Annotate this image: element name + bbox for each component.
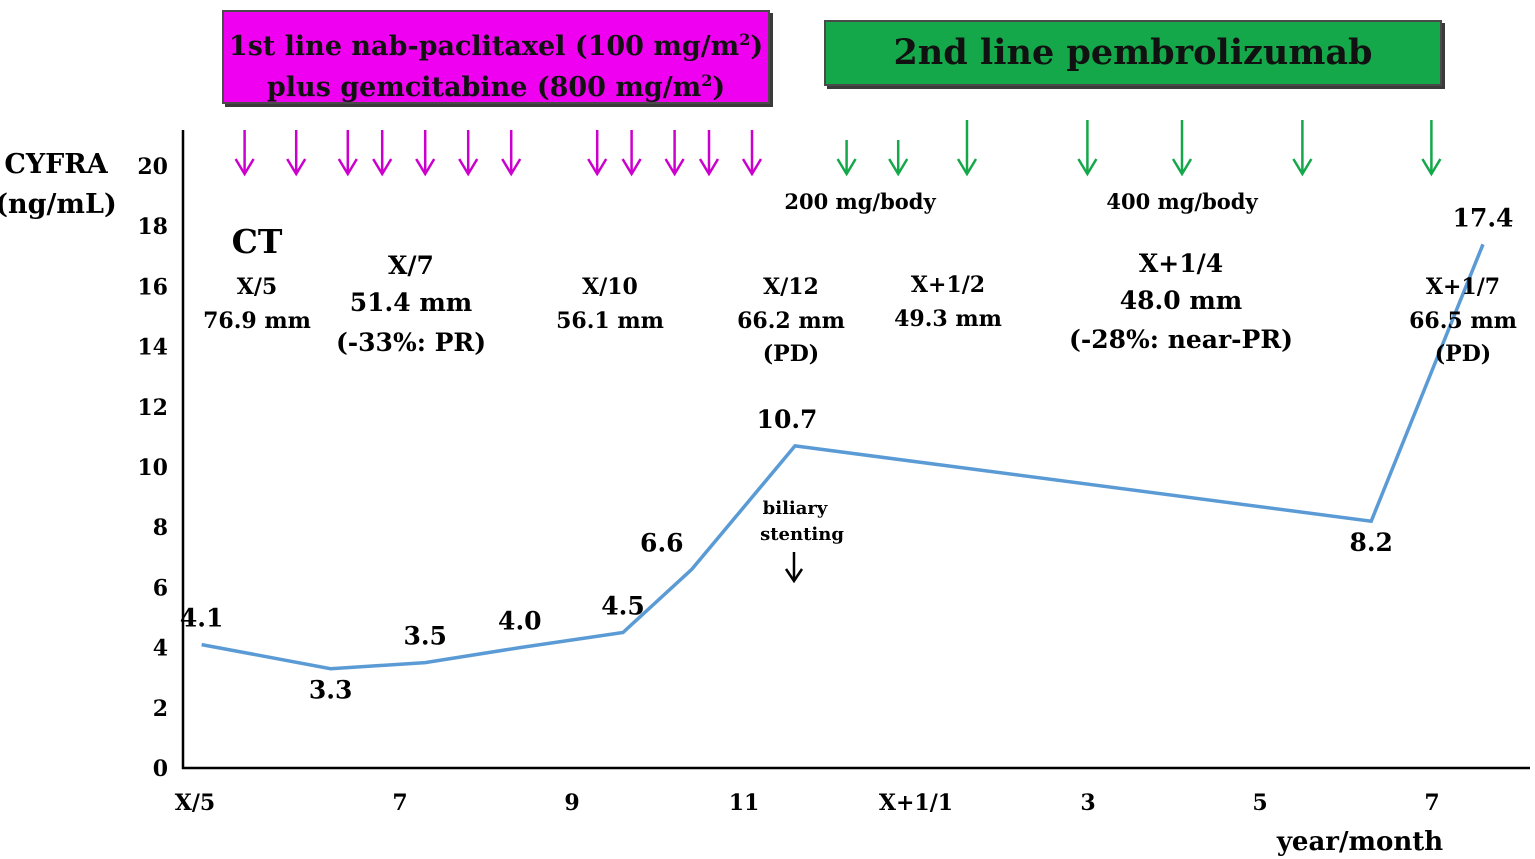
- x-tick-label: 9: [564, 790, 579, 816]
- y-tick-label: 20: [137, 154, 168, 180]
- ct-note: (PD): [763, 341, 819, 367]
- data-label: 4.1: [180, 604, 224, 633]
- ct-item-x1-7: X+1/7 66.5 mm (PD): [1409, 274, 1517, 367]
- x-tick-label: 7: [1424, 790, 1439, 816]
- dose-label-200: 200 mg/body: [784, 189, 936, 214]
- green-dose-arrow-icon-head: [1077, 158, 1098, 177]
- ct-date: X+1/4: [1139, 249, 1223, 278]
- x-tick-label: 5: [1252, 790, 1267, 816]
- ct-size: 48.0 mm: [1120, 286, 1243, 315]
- ct-item-x7: X/7 51.4 mm (-33%: PR): [336, 251, 486, 357]
- magenta-dose-arrow-icon-head: [587, 158, 608, 177]
- first-line-therapy-banner: 1st line nab-paclitaxel (100 mg/m2) plus…: [222, 10, 770, 104]
- ct-date: X/5: [237, 274, 277, 300]
- ct-date: X+1/7: [1426, 274, 1500, 300]
- ct-size: 66.2 mm: [737, 308, 845, 334]
- data-label: 4.0: [498, 607, 542, 636]
- magenta-dose-arrow-icon-head: [372, 158, 393, 177]
- y-tick-label: 16: [137, 274, 168, 300]
- second-line-therapy-banner: 2nd line pembrolizumab: [824, 20, 1442, 86]
- ct-size: 56.1 mm: [556, 308, 664, 334]
- y-tick-label: 8: [153, 515, 168, 541]
- axes: [181, 130, 1530, 770]
- ct-note: (-33%: PR): [336, 328, 486, 357]
- ct-size: 51.4 mm: [350, 288, 473, 317]
- magenta-dose-arrow-icon-head: [415, 158, 436, 177]
- magenta-dose-arrow-icon-head: [698, 158, 720, 177]
- dose-arrows: [234, 120, 1442, 177]
- data-label: 6.6: [640, 528, 684, 557]
- magenta-dose-arrow-icon-head: [741, 158, 763, 177]
- green-dose-arrow-icon-head: [1421, 158, 1442, 177]
- green-dose-arrow-icon-head: [888, 158, 909, 177]
- y-tick-label: 4: [153, 636, 168, 662]
- first-line-text-1: 1st line nab-paclitaxel (100 mg/m2): [228, 30, 764, 62]
- y-ticks: 0 2 4 6 8 10 12 14 16 18 20: [137, 154, 168, 782]
- x-tick-label: 3: [1080, 790, 1095, 816]
- y-tick-label: 6: [153, 575, 168, 601]
- data-label: 17.4: [1453, 203, 1514, 232]
- y-tick-label: 2: [153, 696, 168, 722]
- second-line-text: 2nd line pembrolizumab: [893, 32, 1373, 73]
- ct-note: (-28%: near-PR): [1069, 325, 1293, 354]
- y-tick-label: 0: [153, 756, 168, 782]
- data-label: 4.5: [601, 592, 645, 621]
- data-label: 3.3: [309, 676, 353, 705]
- y-tick-label: 14: [137, 335, 168, 361]
- ct-item-x5: X/5 76.9 mm: [203, 274, 311, 334]
- data-label: 3.5: [403, 622, 447, 651]
- green-dose-arrow-icon-head: [836, 158, 857, 177]
- data-labels: 4.1 3.3 3.5 4.0 4.5 6.6 10.7 8.2 17.4: [180, 203, 1514, 704]
- ct-date: X/12: [763, 274, 819, 300]
- ct-item-x10: X/10 56.1 mm: [556, 274, 664, 334]
- magenta-dose-arrow-icon-head: [234, 158, 255, 177]
- x-tick-label: 7: [392, 790, 407, 816]
- ct-size: 66.5 mm: [1409, 308, 1517, 334]
- magenta-dose-arrow-icon-head: [337, 158, 358, 177]
- y-axis-label-line2: (ng/mL): [0, 189, 117, 220]
- data-label: 10.7: [757, 405, 818, 434]
- x-tick-label: 11: [729, 790, 760, 816]
- magenta-dose-arrow-icon-head: [664, 158, 685, 177]
- green-dose-arrow-icon-head: [956, 158, 978, 177]
- x-tick-label: X+1/1: [879, 790, 953, 816]
- x-tick-label: X/5: [175, 790, 215, 816]
- ct-item-x1-4: X+1/4 48.0 mm (-28%: near-PR): [1069, 249, 1293, 354]
- ct-item-x1-2: X+1/2 49.3 mm: [894, 272, 1002, 332]
- annotation-stenting: stenting: [760, 524, 844, 545]
- x-axis-label: year/month: [1276, 827, 1443, 857]
- annotation-biliary: biliary: [763, 498, 828, 519]
- ct-size: 49.3 mm: [894, 306, 1002, 332]
- ct-date: X+1/2: [911, 272, 985, 298]
- ct-note: (PD): [1435, 341, 1491, 367]
- ct-date: X/7: [388, 251, 434, 280]
- data-label: 8.2: [1349, 528, 1393, 557]
- ct-date: X/10: [582, 274, 638, 300]
- magenta-dose-arrow-icon-head: [621, 158, 642, 177]
- y-tick-label: 10: [137, 455, 168, 481]
- cyfra-series-line: [201, 243, 1485, 671]
- down-arrow-icon: [784, 552, 804, 584]
- first-line-text-2: plus gemcitabine (800 mg/m2): [266, 71, 726, 103]
- green-dose-arrow-icon-head: [1171, 158, 1193, 177]
- x-ticks: X/5 7 9 11 X+1/1 3 5 7: [175, 790, 1440, 816]
- ct-title: CT: [232, 222, 283, 261]
- ct-size: 76.9 mm: [203, 308, 311, 334]
- y-tick-label: 12: [137, 395, 168, 421]
- magenta-dose-arrow-icon-head: [286, 158, 307, 177]
- magenta-dose-arrow-icon-head: [501, 158, 522, 177]
- green-dose-arrow-icon-head: [1292, 158, 1313, 177]
- y-tick-label: 18: [137, 214, 168, 240]
- y-axis-label-line1: CYFRA: [4, 149, 108, 180]
- dose-label-400: 400 mg/body: [1106, 189, 1258, 214]
- ct-item-x12: X/12 66.2 mm (PD): [737, 274, 845, 367]
- magenta-dose-arrow-icon-head: [458, 158, 479, 177]
